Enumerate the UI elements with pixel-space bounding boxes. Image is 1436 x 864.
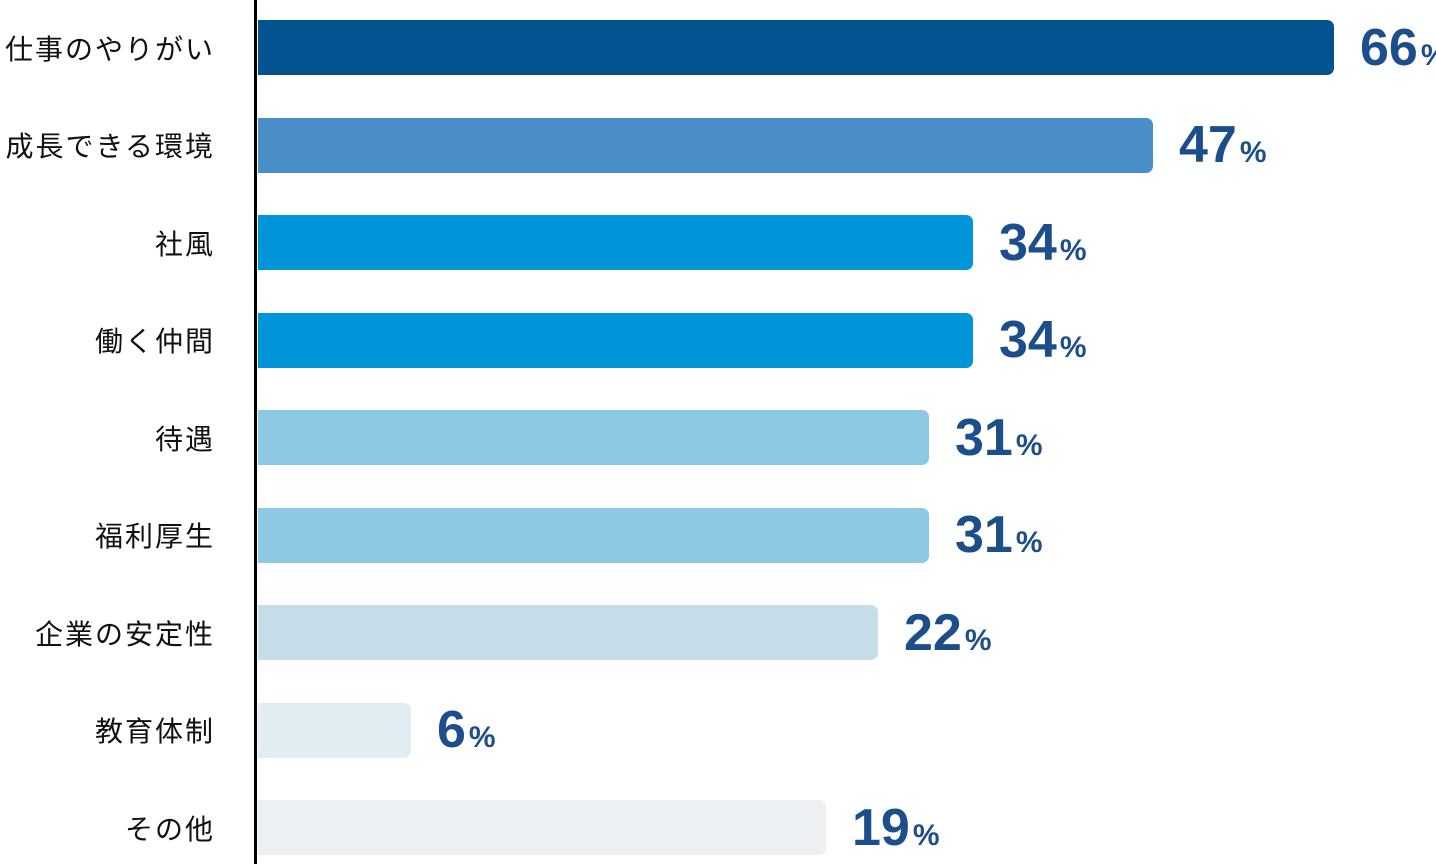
value-unit: % xyxy=(468,721,496,754)
value-number: 22 xyxy=(904,603,962,662)
value-unit: % xyxy=(1059,331,1087,364)
category-label: 仕事のやりがい xyxy=(4,33,215,65)
value-unit: % xyxy=(1421,39,1436,72)
chart-row: 待遇 31% xyxy=(0,390,1436,485)
value-label: 19% xyxy=(852,802,940,854)
value-label: 6% xyxy=(437,704,496,756)
bar-area: 31% xyxy=(258,488,1436,583)
value-label: 31% xyxy=(955,412,1043,464)
chart-row: 教育体制 6% xyxy=(0,683,1436,778)
chart-row: 仕事のやりがい 66% xyxy=(0,0,1436,95)
value-unit: % xyxy=(964,623,992,657)
value-number: 66 xyxy=(1360,18,1418,77)
bar xyxy=(258,117,1153,173)
value-number: 34 xyxy=(999,311,1057,369)
category-label: 教育体制 xyxy=(94,716,215,747)
bar xyxy=(258,410,929,465)
value-unit: % xyxy=(1239,136,1267,169)
bar-area: 19% xyxy=(258,780,1436,864)
bar-area: 6% xyxy=(258,683,1436,778)
category-label: 成長できる環境 xyxy=(5,131,215,162)
chart-row: 企業の安定性 22% xyxy=(0,585,1436,680)
chart-row: 福利厚生 31% xyxy=(0,488,1436,583)
category-label: 企業の安定性 xyxy=(34,618,215,650)
y-axis-line xyxy=(254,0,257,864)
chart-row: 働く仲間 34% xyxy=(0,293,1436,388)
chart-row: その他 19% xyxy=(0,780,1436,864)
bar xyxy=(258,507,929,563)
value-label: 34% xyxy=(999,217,1087,269)
category-label: 福利厚生 xyxy=(94,521,215,552)
bar xyxy=(258,215,973,270)
category-label: その他 xyxy=(124,813,215,845)
bar-area: 34% xyxy=(258,293,1436,388)
bar xyxy=(258,20,1334,75)
value-label: 66% xyxy=(1360,22,1436,74)
chart-row: 社風 34% xyxy=(0,195,1436,290)
category-label: 待遇 xyxy=(154,423,215,455)
bar-area: 66% xyxy=(258,0,1436,95)
category-label: 社風 xyxy=(154,228,215,260)
bar-area: 22% xyxy=(258,585,1436,680)
value-number: 19 xyxy=(852,798,910,857)
value-unit: % xyxy=(912,818,940,852)
value-number: 31 xyxy=(955,408,1013,467)
value-label: 31% xyxy=(955,509,1043,561)
bar-area: 34% xyxy=(258,195,1436,290)
value-number: 34 xyxy=(999,213,1057,272)
bar-area: 31% xyxy=(258,390,1436,485)
bar xyxy=(258,702,411,758)
category-label: 働く仲間 xyxy=(94,326,215,357)
value-unit: % xyxy=(1059,233,1087,267)
value-label: 22% xyxy=(904,607,992,659)
value-label: 34% xyxy=(999,314,1087,366)
value-number: 31 xyxy=(955,506,1013,564)
value-unit: % xyxy=(1015,526,1043,559)
chart-row: 成長できる環境 47% xyxy=(0,98,1436,193)
bar-area: 47% xyxy=(258,98,1436,193)
value-label: 47% xyxy=(1179,119,1267,171)
value-number: 6 xyxy=(437,701,466,759)
value-unit: % xyxy=(1015,428,1043,462)
bar xyxy=(258,312,973,368)
bar xyxy=(258,800,826,855)
bar xyxy=(258,605,878,660)
value-number: 47 xyxy=(1179,116,1237,174)
